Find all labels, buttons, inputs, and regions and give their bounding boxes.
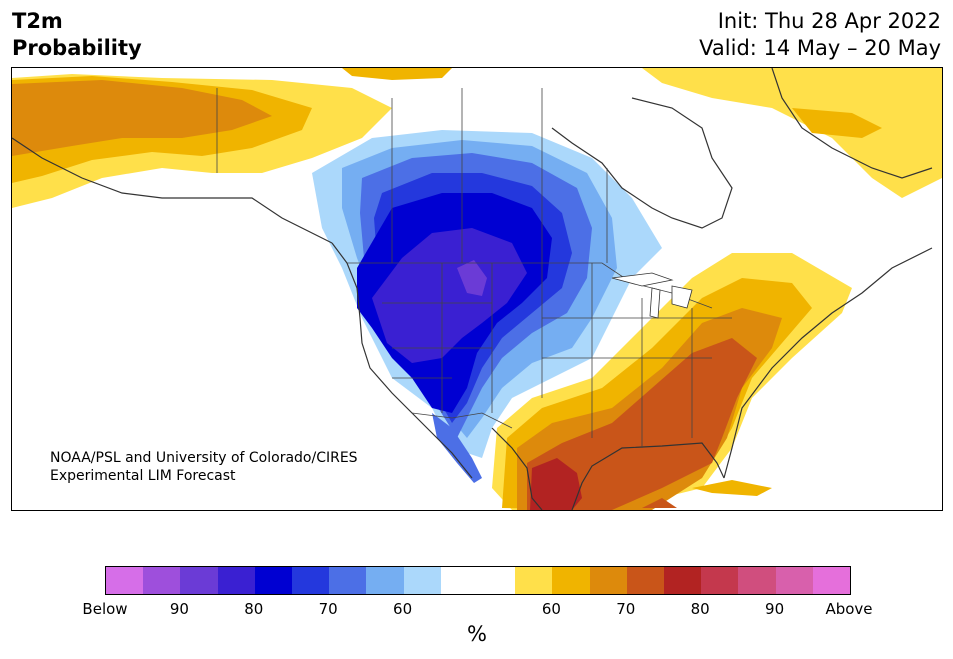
forecast-map: NOAA/PSL and University of Colorado/CIRE… [11, 67, 943, 511]
colorbar-tick-label: 70 [616, 600, 636, 618]
colorbar-cell [552, 567, 590, 594]
colorbar-tick-label: 80 [690, 600, 710, 618]
colorbar-tick-label: Above [825, 600, 873, 618]
valid-dates: Valid: 14 May – 20 May [699, 36, 941, 60]
great-lakes [611, 272, 693, 319]
credit-line-1: NOAA/PSL and University of Colorado/CIRE… [50, 450, 358, 466]
baja-cold [432, 413, 482, 483]
colorbar-tick-label: 80 [244, 600, 264, 618]
west-cold-90 [457, 260, 487, 296]
map-canvas [12, 68, 942, 510]
colorbar-cell [664, 567, 702, 594]
us-states-east [542, 263, 732, 448]
colorbar-cell [812, 567, 851, 594]
colorbar-cell [515, 567, 553, 594]
colorbar-cell [217, 567, 255, 594]
colorbar-cell [329, 567, 367, 594]
colorbar-cell [589, 567, 627, 594]
map-title: T2m Probability [12, 8, 142, 62]
probability-colorbar [105, 566, 851, 595]
forecast-dates: Init: Thu 28 Apr 2022 Valid: 14 May – 20… [699, 8, 941, 62]
west-cold-85 [372, 228, 527, 363]
colorbar-units: % [467, 622, 487, 646]
credit-line-2: Experimental LIM Forecast [50, 468, 236, 484]
colorbar-tick-label: 90 [765, 600, 785, 618]
colorbar-tick-label: Below [82, 600, 128, 618]
greenland-warm-mid [792, 108, 882, 138]
us-mexico-border [411, 412, 513, 429]
colorbar-cell [738, 567, 776, 594]
colorbar-cell [180, 567, 218, 594]
colorbar-cell [626, 567, 665, 594]
forecast-credit: NOAA/PSL and University of Colorado/CIRE… [50, 449, 358, 485]
colorbar-cell [292, 567, 330, 594]
lake-superior [611, 272, 674, 287]
us-states-west [382, 263, 543, 413]
colorbar-tick-label: 60 [541, 600, 561, 618]
title-probability: Probability [12, 36, 142, 60]
colorbar-cell [366, 567, 404, 594]
colorbar-cell [701, 567, 739, 594]
hudson-bay-coast [551, 97, 733, 229]
alaska-warm-inner [12, 80, 272, 156]
colorbar-tick-label: 90 [169, 600, 189, 618]
east-coast [723, 247, 933, 479]
cuba-warm [692, 480, 772, 496]
colorbar-cell [403, 567, 441, 594]
north-strip-warm [342, 68, 452, 80]
colorbar-cell [143, 567, 181, 594]
colorbar-cell [440, 567, 479, 594]
colorbar-tick-label: 60 [393, 600, 413, 618]
colorbar-cell [775, 567, 813, 594]
gulf-warm [642, 498, 677, 508]
colorbar-cell [106, 567, 144, 594]
colorbar-cell [478, 567, 516, 594]
coastlines [12, 68, 933, 510]
lake-michigan [649, 287, 661, 319]
alaska-coast [12, 137, 333, 244]
colorbar-cell [254, 567, 293, 594]
greenland-coast [771, 68, 933, 179]
lake-huron [671, 285, 693, 309]
colorbar-tick-label: 70 [318, 600, 338, 618]
canada-provinces [391, 88, 608, 263]
west-coast [331, 242, 473, 479]
init-date: Init: Thu 28 Apr 2022 [717, 9, 941, 33]
title-variable: T2m [12, 9, 63, 33]
texas-warm-80 [530, 458, 582, 510]
